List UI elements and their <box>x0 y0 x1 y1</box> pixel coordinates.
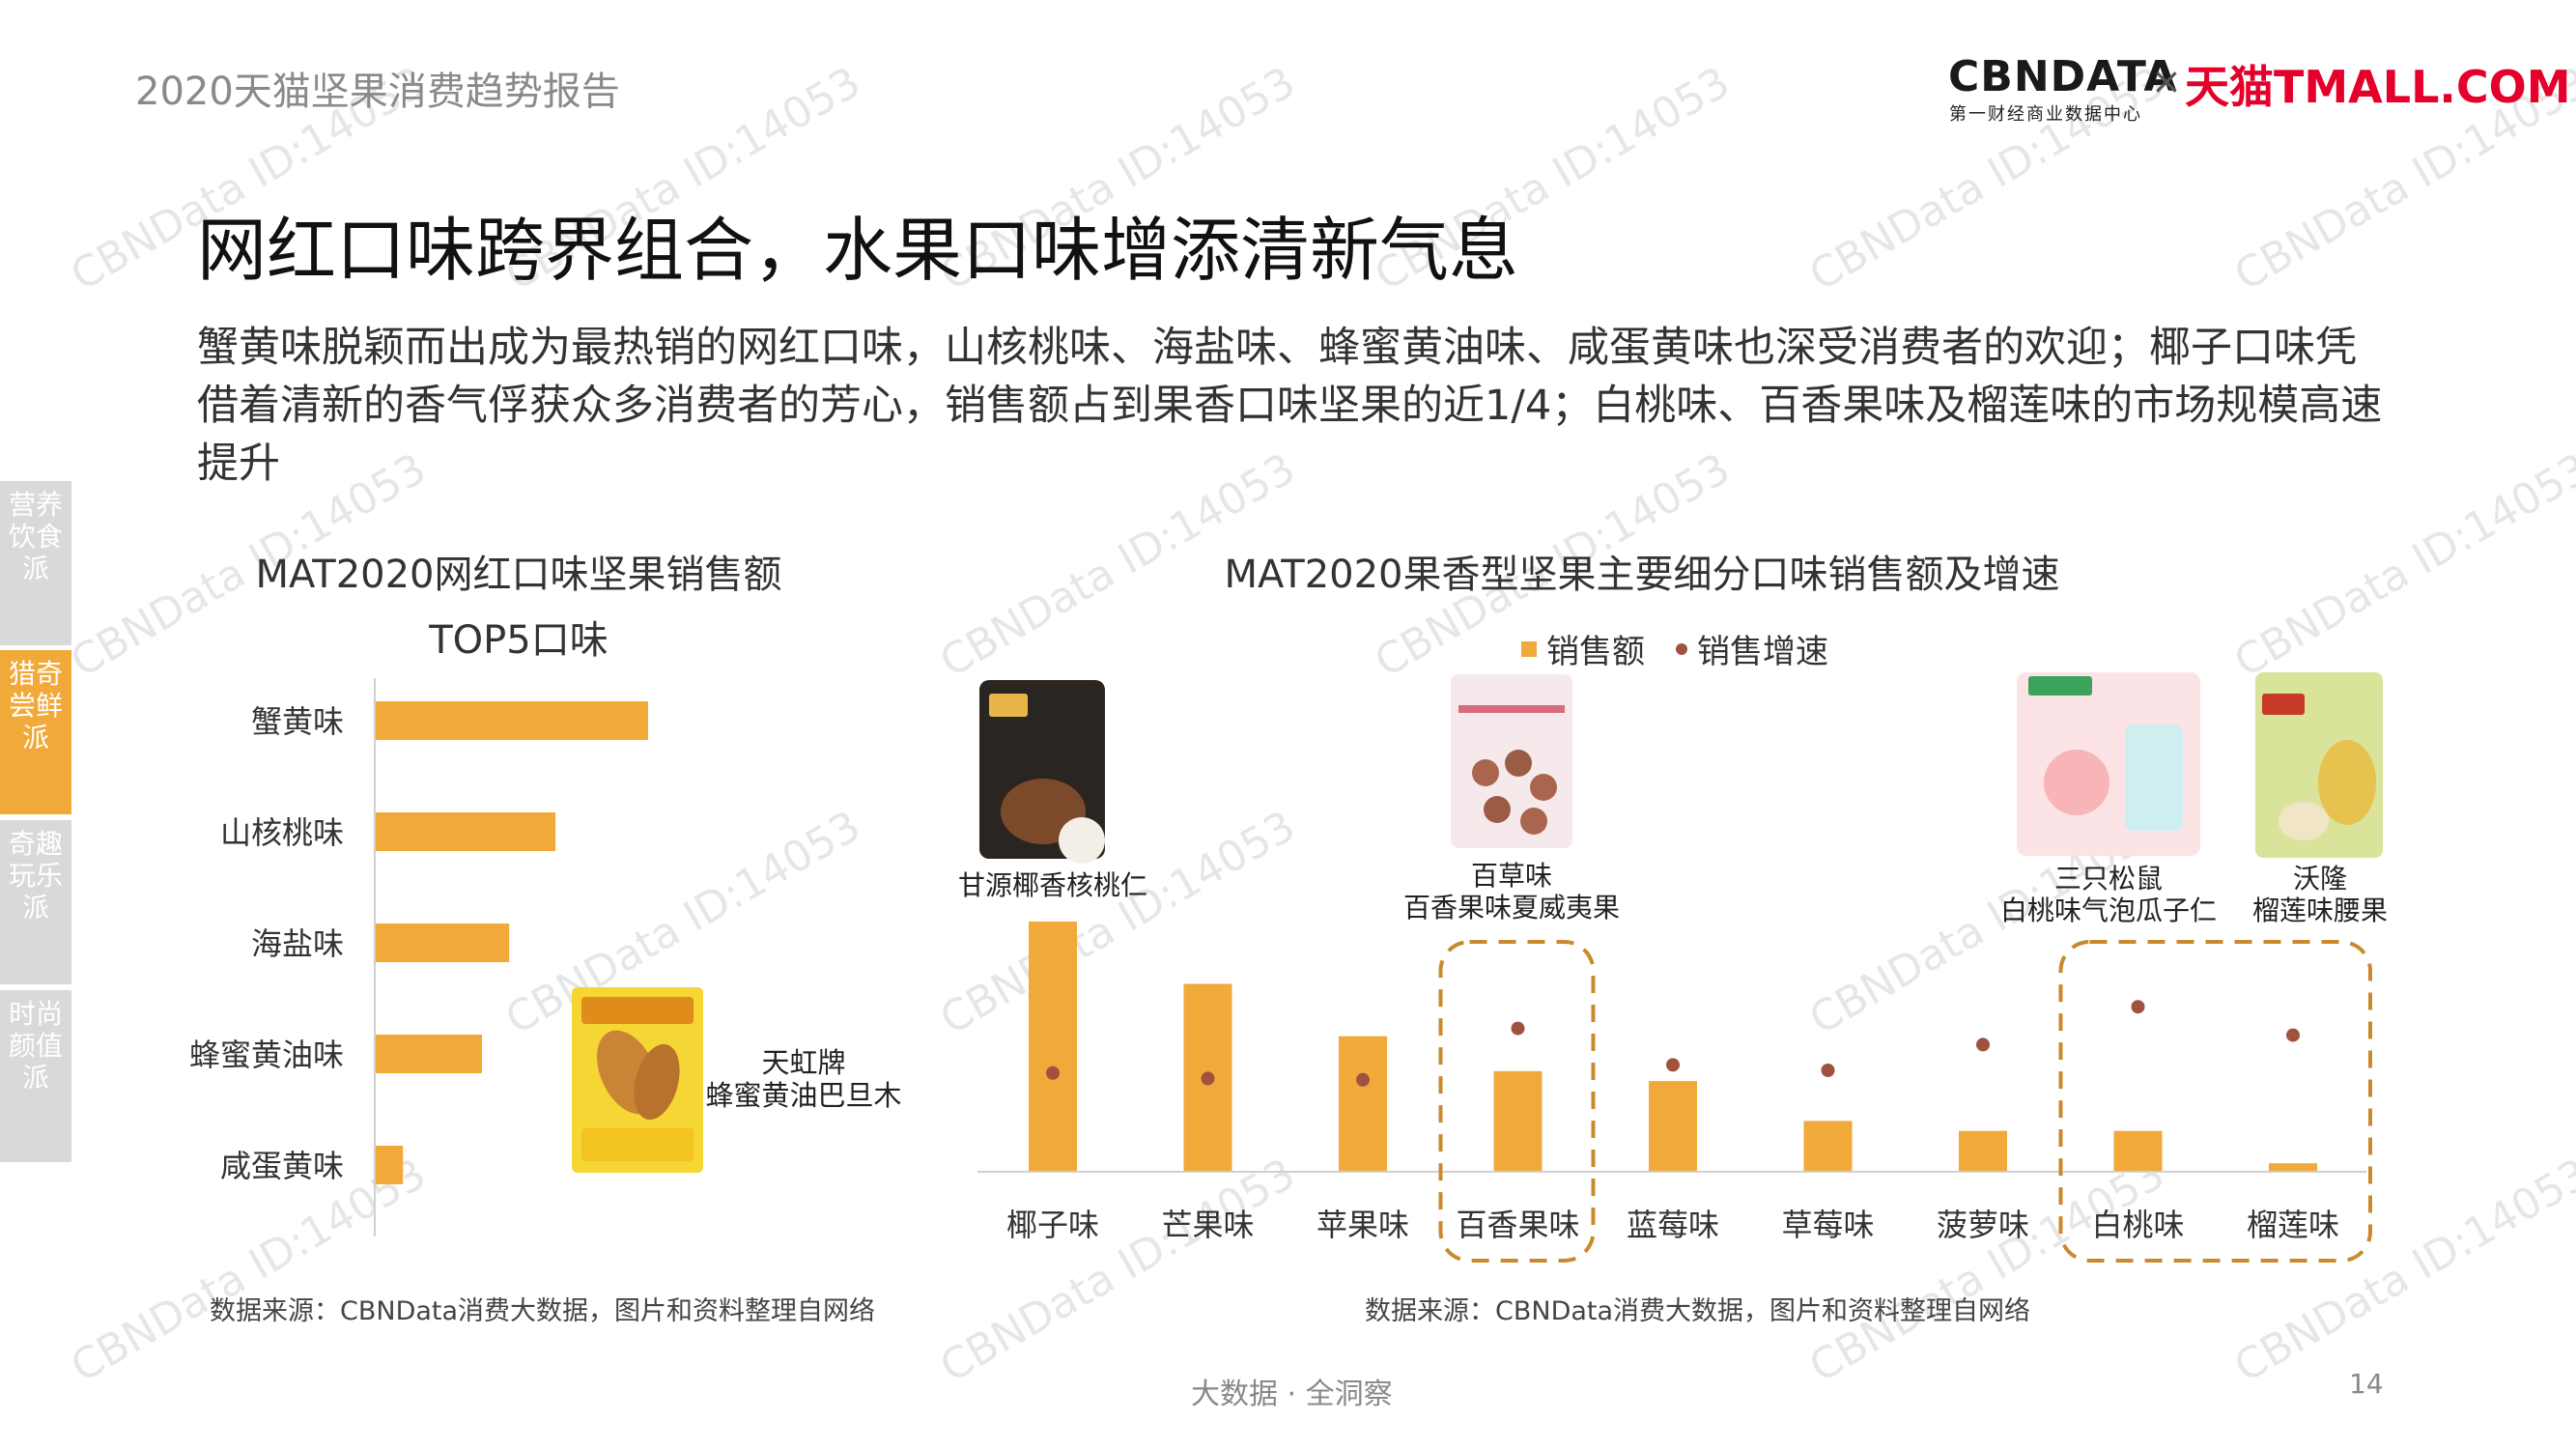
bar <box>1803 1121 1853 1171</box>
bar <box>1959 1130 2007 1171</box>
category-label: 百香果味 <box>1456 1207 1579 1243</box>
growth-dot <box>1976 1037 1990 1052</box>
category-label: 榴莲味 <box>2247 1207 2339 1243</box>
bar <box>376 1035 482 1073</box>
coconut-walnut-pack-image <box>979 680 1105 864</box>
page-number: 14 <box>2349 1368 2384 1400</box>
category-label: 菠萝味 <box>1937 1207 2029 1243</box>
right-chart-legend: 销售额 销售增速 <box>1521 625 1828 672</box>
right-chart-source: 数据来源：CBNData消费大数据，图片和资料整理自网络 <box>1365 1296 2031 1326</box>
highlight-box <box>1438 940 1596 1263</box>
bar <box>376 1146 404 1184</box>
product-label: 榴莲味腰果 <box>2252 895 2388 926</box>
side-tab-fashion[interactable]: 时尚颜值派 <box>0 990 71 1162</box>
product-label: 百草味 <box>1471 860 1552 892</box>
category-label: 蓝莓味 <box>1627 1207 1719 1243</box>
tmall-logo: 天猫TMALL.COM <box>2185 61 2571 113</box>
growth-dot <box>1666 1058 1680 1072</box>
category-label: 芒果味 <box>1161 1207 1254 1243</box>
bar <box>376 812 556 851</box>
side-tab-label: 奇趣玩乐派 <box>8 828 63 923</box>
legend-bar-swatch <box>1521 640 1537 657</box>
legend-dot-swatch <box>1676 642 1687 655</box>
category-label: 白桃味 <box>2091 1207 2184 1243</box>
growth-dot <box>1821 1064 1835 1077</box>
side-tab-label: 猎奇尝鲜派 <box>8 658 63 753</box>
product-label: 蜂蜜黄油巴旦木 <box>705 1079 901 1112</box>
bar <box>1493 1070 1543 1171</box>
left-chart-title-line1: MAT2020网红口味坚果销售额 <box>255 553 782 597</box>
slide-description: 蟹黄味脱颖而出成为最热销的网红口味，山核桃味、海盐味、蜂蜜黄油味、咸蛋黄味也深受… <box>197 324 2383 488</box>
growth-dot <box>1201 1071 1215 1086</box>
category-label: 海盐味 <box>251 925 344 962</box>
category-label: 山核桃味 <box>220 814 344 851</box>
side-tab-fun[interactable]: 奇趣玩乐派 <box>0 820 71 984</box>
growth-dot <box>2131 1000 2145 1014</box>
product-label: 沃隆 <box>2293 863 2347 895</box>
product-label: 百香果味夏威夷果 <box>1403 892 1620 923</box>
honey-butter-almond-pack-image <box>572 987 703 1173</box>
bar <box>376 701 648 740</box>
cbndata-logo-subtitle: 第一财经商业数据中心 <box>1949 104 2142 125</box>
side-tab-novelty[interactable]: 猎奇尝鲜派 <box>0 650 71 814</box>
growth-dot <box>2286 1028 2300 1042</box>
cbndata-logo: CBNDATA <box>1948 52 2178 101</box>
category-label: 蟹黄味 <box>251 703 344 740</box>
bar <box>376 923 510 962</box>
product-label: 三只松鼠 <box>2054 863 2163 895</box>
bar <box>1029 922 1077 1171</box>
peach-melon-seed-pack-image <box>2017 672 2200 856</box>
logo-separator: × <box>2151 60 2182 102</box>
side-tab-nutrition[interactable]: 营养饮食派 <box>0 481 71 645</box>
product-label: 天虹牌 <box>761 1046 845 1079</box>
side-tab-label: 时尚颜值派 <box>8 998 63 1094</box>
growth-dot <box>1356 1072 1370 1087</box>
durian-cashew-pack-image <box>2255 672 2383 858</box>
right-chart: 甘源椰香核桃仁 百草味 百香果味夏威夷果 三只松鼠 白桃味气泡瓜子仁 沃隆 榴莲… <box>958 672 2388 1263</box>
bar <box>2269 1163 2317 1171</box>
legend-sales-label: 销售额 <box>1546 633 1645 671</box>
bar <box>1339 1036 1387 1171</box>
left-chart-title-line2: TOP5口味 <box>429 618 609 663</box>
side-tab-label: 营养饮食派 <box>8 489 63 584</box>
growth-dot <box>1511 1021 1525 1036</box>
product-label: 白桃味气泡瓜子仁 <box>2000 895 2217 926</box>
right-chart-title: MAT2020果香型坚果主要细分口味销售额及增速 <box>1224 553 2060 597</box>
bar <box>2113 1130 2163 1171</box>
left-chart-source: 数据来源：CBNData消费大数据，图片和资料整理自网络 <box>210 1296 876 1326</box>
category-label: 咸蛋黄味 <box>220 1148 344 1184</box>
bar <box>1649 1081 1697 1171</box>
category-label: 蜂蜜黄油味 <box>189 1037 344 1073</box>
legend-growth-label: 销售增速 <box>1697 633 1828 671</box>
growth-dot <box>1046 1065 1060 1080</box>
product-label: 甘源椰香核桃仁 <box>958 869 1147 901</box>
footer-tagline: 大数据 · 全洞察 <box>1191 1378 1393 1411</box>
report-title: 2020天猫坚果消费趋势报告 <box>135 70 620 114</box>
slide-title: 网红口味跨界组合，水果口味增添清新气息 <box>197 210 1519 291</box>
passionfruit-macadamia-pack-image <box>1451 674 1572 848</box>
category-label: 椰子味 <box>1006 1207 1099 1243</box>
category-label: 草莓味 <box>1781 1207 1874 1243</box>
highlight-box <box>2058 940 2372 1263</box>
category-label: 苹果味 <box>1316 1207 1409 1243</box>
